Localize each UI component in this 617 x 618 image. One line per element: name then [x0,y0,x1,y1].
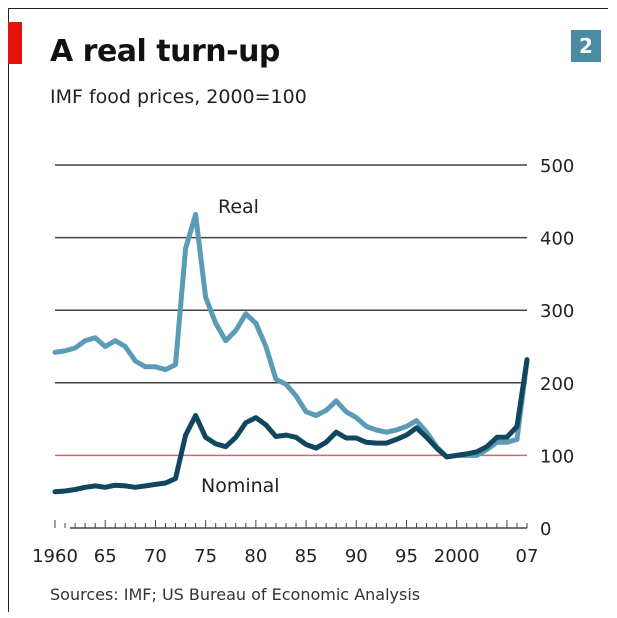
y-tick-label: 500 [540,156,574,177]
y-tick-label: 100 [540,446,574,467]
y-tick-label: 300 [540,301,574,322]
x-tick-label: 85 [295,546,318,567]
source-note: Sources: IMF; US Bureau of Economic Anal… [50,585,421,604]
y-tick-label: 200 [540,374,574,395]
y-tick-label: 400 [540,229,574,250]
x-tick-label: 1960 [32,546,78,567]
x-tick-label: 65 [94,546,117,567]
accent-tab [8,22,22,64]
chart-number-badge: 2 [571,30,601,62]
chart-subtitle: IMF food prices, 2000=100 [50,86,307,108]
x-tick-label: 90 [345,546,368,567]
x-tick-label: 2000 [434,546,480,567]
series-label-real: Real [218,196,259,218]
x-tick-label: 07 [516,546,539,567]
x-tick-label: 75 [194,546,217,567]
y-tick-label: 0 [540,519,551,540]
x-tick-label: 80 [244,546,267,567]
x-tick-label: 95 [395,546,418,567]
series-line-nominal [52,357,530,495]
x-tick-label: 70 [144,546,167,567]
chart-frame [8,8,608,612]
series-label-nominal: Nominal [201,475,280,497]
series-line-real [52,211,530,460]
chart-title: A real turn-up [50,34,280,69]
